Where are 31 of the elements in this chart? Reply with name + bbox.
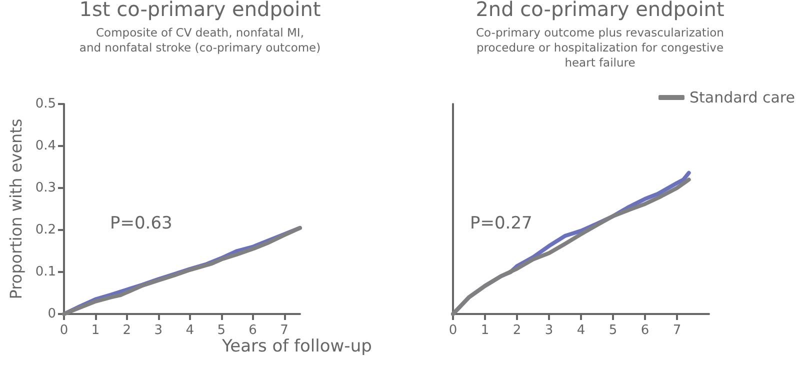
annotation: P=0.27 [470, 214, 532, 234]
x-tick-label: 5 [608, 323, 618, 338]
y-tick-label: 0.5 [35, 96, 56, 112]
chart-subtitle: Co-primary outcome plus revascularization procedure or hospitalization for congestive heart failure [476, 26, 724, 70]
chart-subtitle: Composite of CV death, nonfatal MI, and nonfatal stroke (co-primary outcome) [79, 26, 321, 54]
y-tick-label: 0.3 [35, 180, 56, 196]
x-tick-label: 4 [186, 323, 194, 338]
y-tick-label: 0.1 [35, 264, 56, 280]
annotation: P=0.63 [110, 214, 172, 234]
x-tick-label: 5 [217, 323, 226, 338]
x-tick-label: 3 [154, 323, 163, 338]
x-tick-label: 0 [60, 323, 68, 338]
x-tick-label: 0 [448, 323, 458, 338]
chart-title: 2nd co-primary endpoint [476, 0, 724, 21]
x-axis-title: Years of follow-up [221, 336, 372, 356]
x-tick-label: 2 [512, 323, 522, 338]
x-tick-label: 2 [122, 323, 132, 338]
x-tick-label: 1 [480, 323, 490, 338]
x-tick-label: 1 [91, 323, 100, 338]
x-tick-label: 3 [544, 323, 554, 338]
y-axis-title: Proportion with events [6, 118, 26, 300]
legend-label: Standard care [689, 88, 796, 106]
x-tick-label: 7 [672, 323, 682, 338]
chart-title: 1st co-primary endpoint [79, 0, 321, 21]
x-tick-label: 6 [640, 323, 650, 338]
x-tick-label: 6 [248, 323, 257, 338]
x-tick-label: 7 [280, 323, 288, 338]
y-tick-label: 0.2 [35, 222, 56, 238]
y-tick-label: 0.4 [35, 138, 56, 154]
x-tick-label: 4 [576, 323, 586, 338]
y-tick-label: 0 [48, 306, 56, 322]
